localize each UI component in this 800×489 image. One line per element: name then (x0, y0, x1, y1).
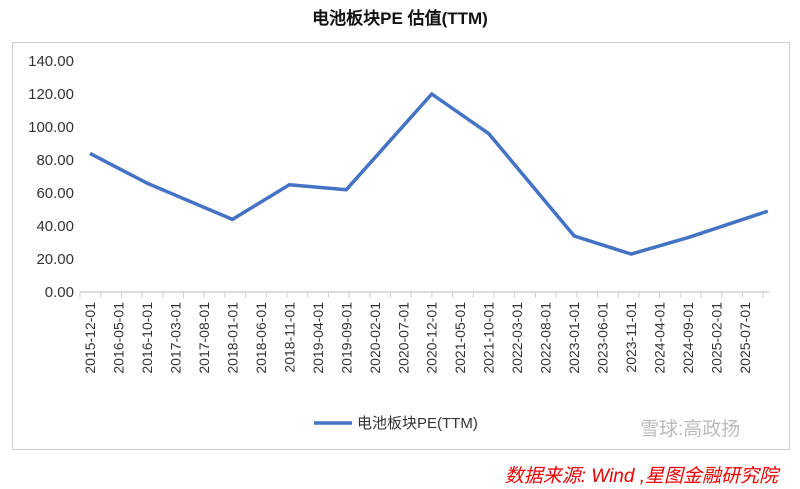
legend-label: 电池板块PE(TTM) (357, 414, 478, 432)
x-tick-label: 2020-12-01 (424, 302, 440, 374)
x-tick-label: 2025-02-01 (709, 302, 725, 374)
x-tick-label: 2020-02-01 (367, 302, 383, 374)
y-tick-label: 0.00 (45, 284, 74, 301)
x-tick-label: 2019-04-01 (310, 302, 326, 374)
x-tick-label: 2024-09-01 (680, 302, 696, 374)
series-line (89, 92, 769, 256)
y-tick-label: 80.00 (36, 152, 74, 169)
x-tick-label: 2022-03-01 (509, 302, 525, 374)
x-tick-label: 2016-05-01 (110, 302, 126, 374)
x-tick-label: 2016-10-01 (139, 302, 155, 374)
x-tick-label: 2023-01-01 (566, 302, 582, 374)
y-tick-label: 120.00 (28, 86, 74, 103)
x-tick-label: 2020-07-01 (395, 302, 411, 374)
x-tick-label: 2023-11-01 (623, 302, 639, 373)
x-tick-label: 2017-03-01 (167, 302, 183, 374)
y-tick-label: 40.00 (36, 218, 74, 235)
y-tick-label: 140.00 (28, 53, 74, 70)
x-tick-label: 2018-11-01 (281, 302, 297, 373)
x-tick-label: 2018-01-01 (224, 302, 240, 374)
x-tick-label: 2015-12-01 (82, 302, 98, 374)
chart-frame (12, 42, 790, 450)
x-tick-label: 2021-05-01 (452, 302, 468, 374)
x-tick-label: 2019-09-01 (338, 302, 354, 374)
x-tick-label: 2018-06-01 (253, 302, 269, 374)
y-tick-label: 60.00 (36, 185, 74, 202)
x-tick-label: 2025-07-01 (737, 302, 753, 374)
x-tick-label: 2021-10-01 (481, 302, 497, 374)
x-tick-label: 2017-08-01 (196, 302, 212, 374)
y-tick-label: 100.00 (28, 119, 74, 136)
x-tick-label: 2024-04-01 (652, 302, 668, 374)
x-tick-label: 2022-08-01 (538, 302, 554, 374)
data-source: 数据来源: Wind ,星图金融研究院 (504, 466, 778, 487)
watermark: 雪球:高政扬 (640, 419, 741, 440)
x-tick-label: 2023-06-01 (595, 302, 611, 374)
y-tick-label: 20.00 (36, 251, 74, 268)
chart-title: 电池板块PE 估值(TTM) (312, 9, 488, 28)
